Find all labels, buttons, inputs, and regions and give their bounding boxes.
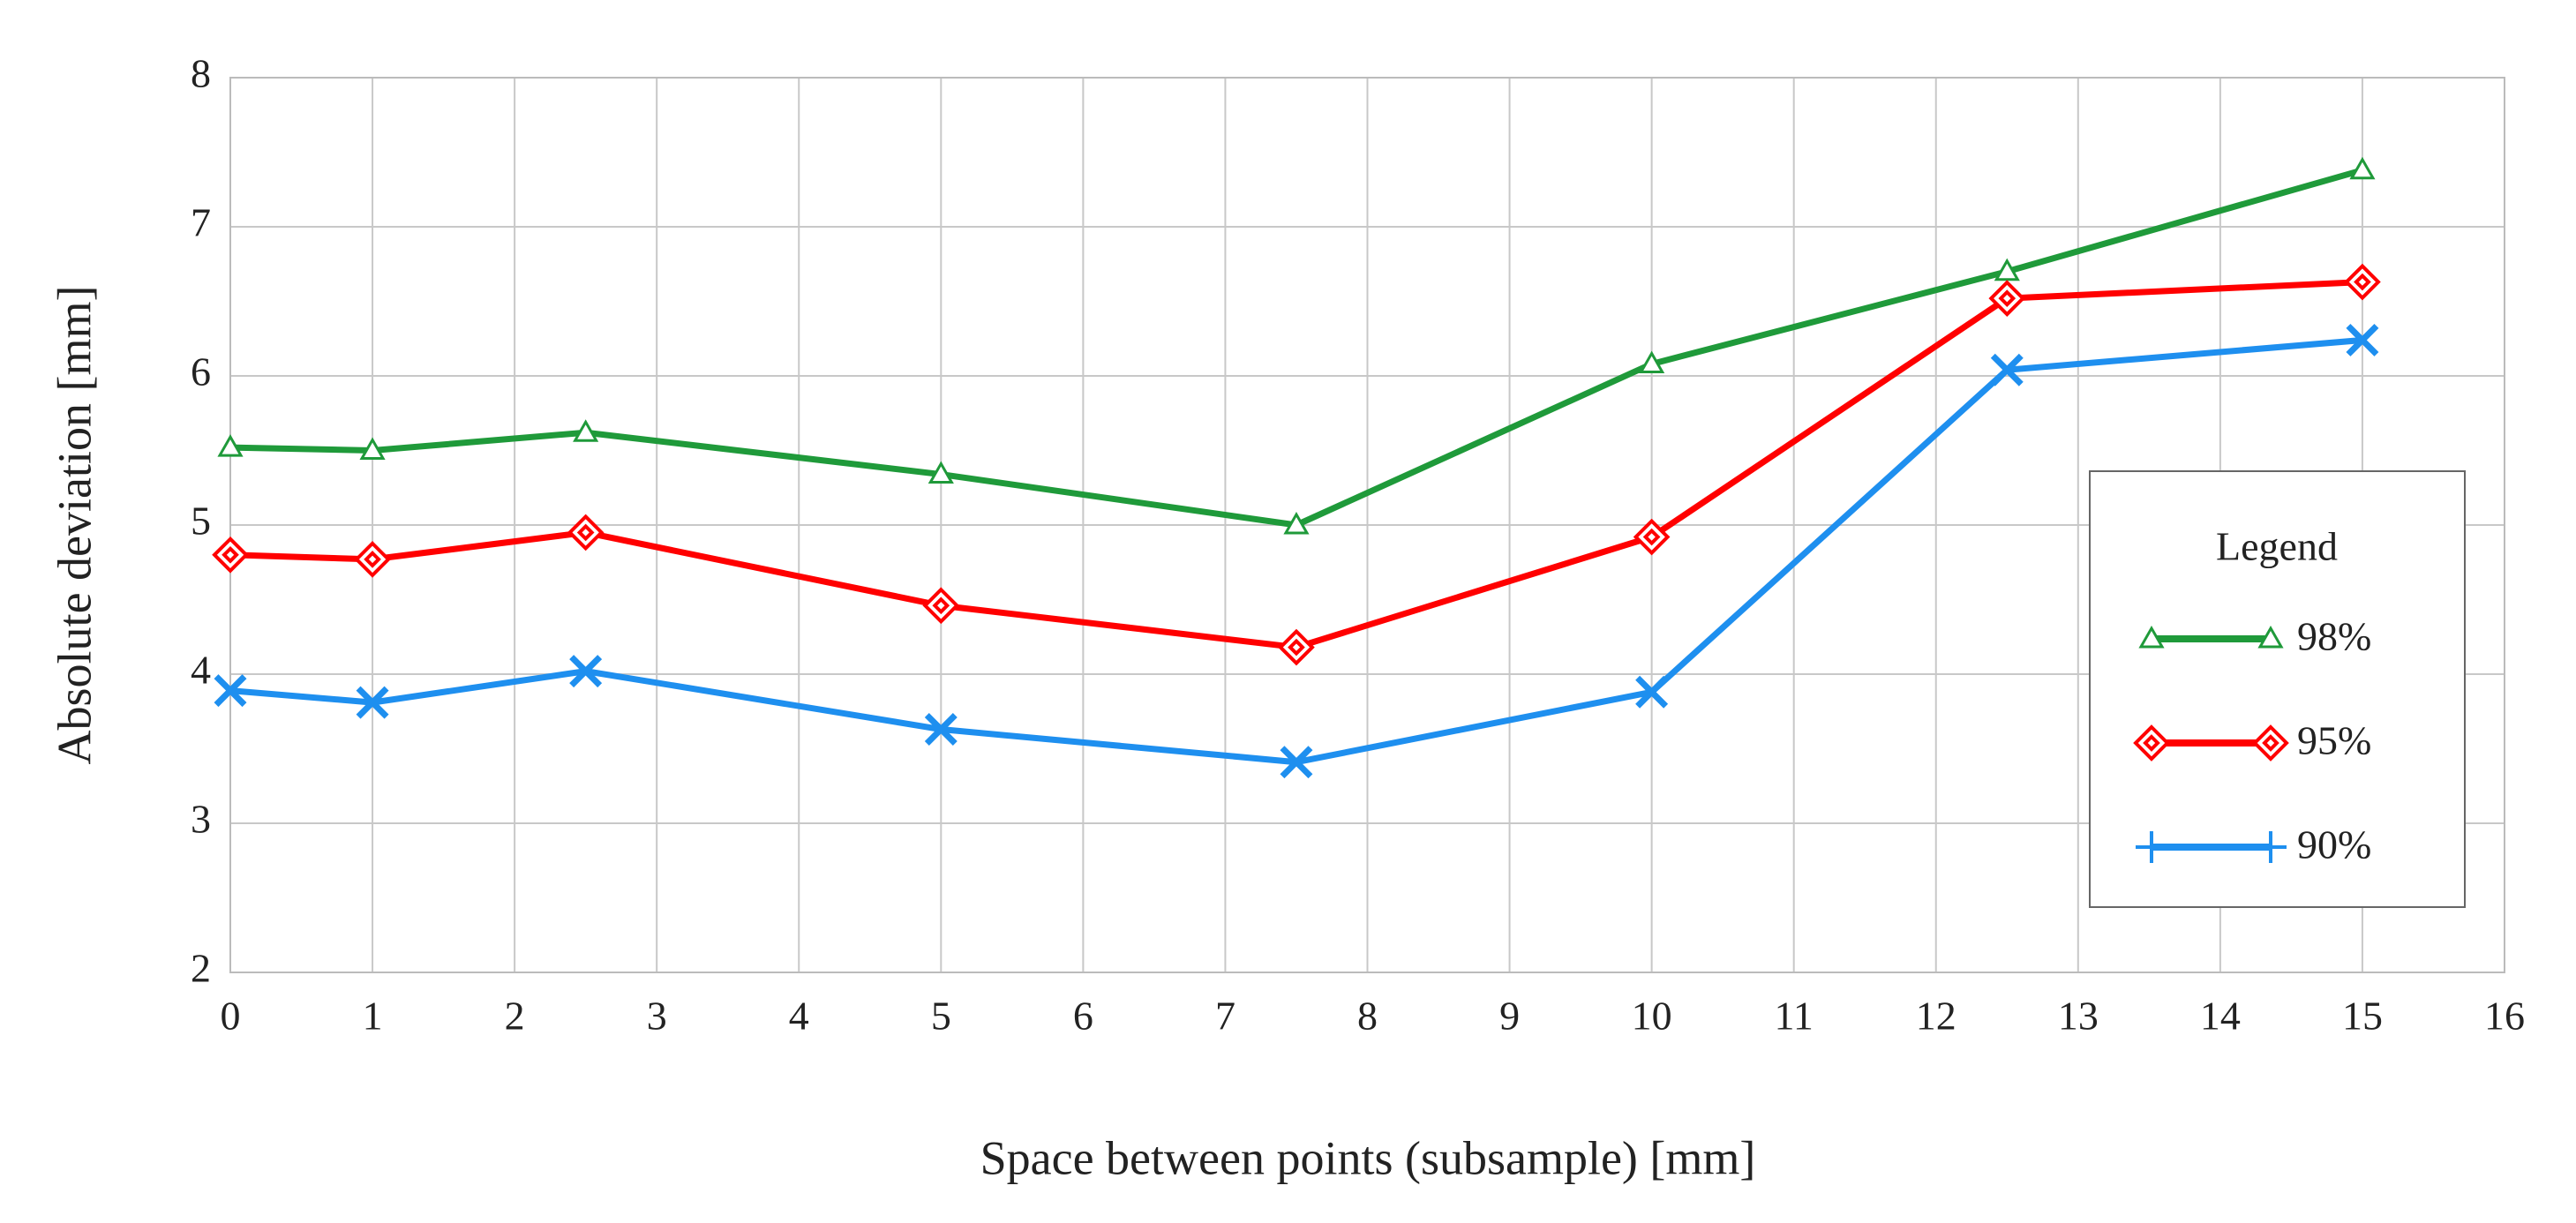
y-axis-title: Absolute deviation [mm] [48, 286, 101, 765]
marker [922, 587, 960, 625]
x-tick-label: 3 [647, 994, 667, 1039]
y-tick-label: 7 [191, 200, 211, 245]
marker [356, 686, 389, 719]
marker [212, 536, 249, 574]
x-tick-label: 0 [221, 994, 241, 1039]
x-tick-label: 15 [2342, 994, 2383, 1039]
marker [1633, 518, 1671, 556]
marker [1994, 258, 2020, 281]
marker [1990, 353, 2024, 386]
x-tick-label: 11 [1775, 994, 1814, 1039]
x-tick-label: 12 [1916, 994, 1956, 1039]
marker [214, 674, 247, 708]
y-tick-label: 3 [191, 797, 211, 842]
legend-marker [2133, 724, 2170, 762]
marker [1639, 350, 1665, 373]
marker [924, 713, 958, 747]
x-tick-label: 14 [2200, 994, 2241, 1039]
x-tick-label: 7 [1215, 994, 1235, 1039]
x-tick-label: 13 [2058, 994, 2099, 1039]
legend-label: 95% [2297, 718, 2371, 763]
marker [928, 461, 954, 484]
legend-marker [2138, 625, 2165, 649]
legend-title: Legend [2216, 524, 2338, 569]
marker [567, 514, 605, 551]
x-tick-label: 6 [1073, 994, 1093, 1039]
line [229, 336, 2363, 766]
marker [2346, 323, 2379, 356]
legend-label: 90% [2297, 822, 2371, 867]
legend-marker [2255, 831, 2287, 863]
legend-marker [2136, 831, 2167, 863]
marker [1280, 746, 1313, 779]
marker [1278, 628, 1315, 666]
x-tick-label: 10 [1632, 994, 1672, 1039]
marker [573, 419, 599, 442]
marker [354, 541, 391, 578]
marker [569, 655, 603, 688]
y-tick-label: 5 [191, 499, 211, 544]
y-tick-label: 8 [191, 51, 211, 96]
x-tick-label: 9 [1499, 994, 1520, 1039]
marker [1635, 675, 1669, 709]
y-tick-label: 6 [191, 349, 211, 394]
marker [1283, 511, 1310, 535]
x-tick-label: 8 [1357, 994, 1378, 1039]
x-axis-title: Space between points (subsample) [mm] [980, 1131, 1756, 1184]
line [229, 167, 2363, 529]
line [229, 279, 2363, 651]
y-tick-label: 4 [191, 648, 211, 693]
x-tick-label: 4 [789, 994, 809, 1039]
y-tick-label: 2 [191, 946, 211, 991]
legend-marker [2252, 724, 2289, 762]
marker [1988, 280, 2026, 317]
legend-label: 98% [2297, 614, 2371, 659]
legend-marker [2257, 625, 2284, 649]
x-tick-label: 1 [363, 994, 383, 1039]
marker [2344, 263, 2381, 301]
x-tick-label: 2 [505, 994, 525, 1039]
marker [217, 434, 244, 457]
x-tick-label: 5 [931, 994, 951, 1039]
marker [2349, 156, 2376, 180]
marker [359, 437, 386, 460]
x-tick-label: 16 [2484, 994, 2525, 1039]
plot-border [229, 77, 2505, 973]
